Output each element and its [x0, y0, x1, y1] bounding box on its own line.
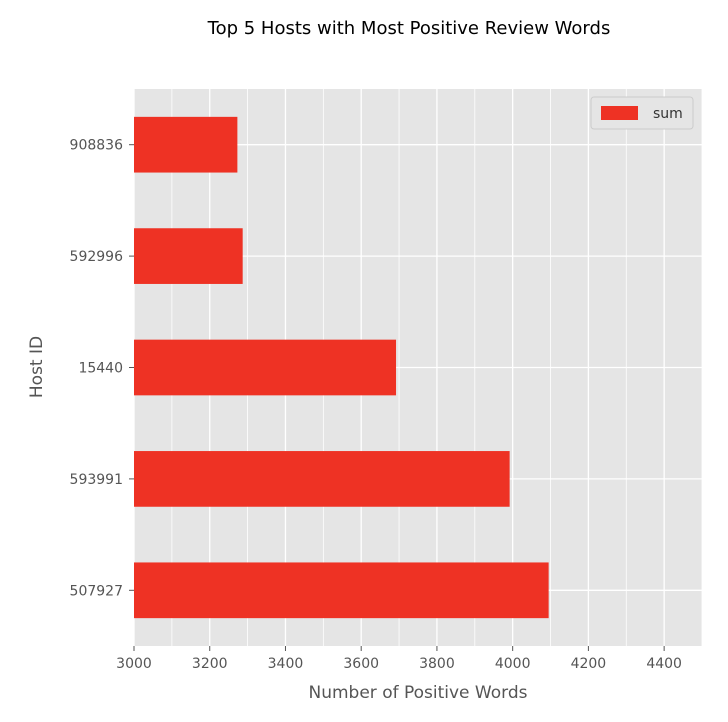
x-tick-label: 4000	[495, 656, 531, 672]
legend-swatch	[601, 106, 638, 120]
x-tick-label: 3600	[343, 656, 379, 672]
y-tick-label: 592996	[70, 249, 124, 265]
chart-title: Top 5 Hosts with Most Positive Review Wo…	[207, 18, 611, 39]
x-tick-label: 4400	[646, 656, 682, 672]
x-tick-label: 3000	[116, 656, 152, 672]
bar-507927	[134, 562, 549, 619]
bars	[134, 116, 549, 619]
y-tick-label: 908836	[70, 138, 124, 154]
bar-592996	[134, 228, 243, 284]
gridlines	[133, 89, 703, 646]
legend-entry-sum: sum	[653, 106, 683, 122]
y-tick-label: 15440	[78, 361, 123, 377]
x-tick-label: 3400	[268, 656, 304, 672]
x-tick-label: 3200	[192, 656, 228, 672]
legend: sum	[590, 96, 694, 130]
x-tick-label: 3800	[419, 656, 455, 672]
y-axis-ticks: 507927 593991 15440 592996 908836	[70, 138, 134, 599]
bar-908836	[134, 116, 238, 173]
y-tick-label: 507927	[70, 583, 123, 599]
x-axis-ticks: 3000 3200 3400 3600 3800 4000 4200 4400	[116, 646, 682, 672]
y-tick-label: 593991	[70, 472, 123, 488]
bar-15440	[134, 339, 397, 396]
y-axis-label: Host ID	[27, 336, 47, 398]
x-tick-label: 4200	[571, 656, 607, 672]
x-axis-label: Number of Positive Words	[309, 683, 528, 703]
legend-box	[590, 96, 694, 130]
bar-593991	[134, 451, 510, 507]
